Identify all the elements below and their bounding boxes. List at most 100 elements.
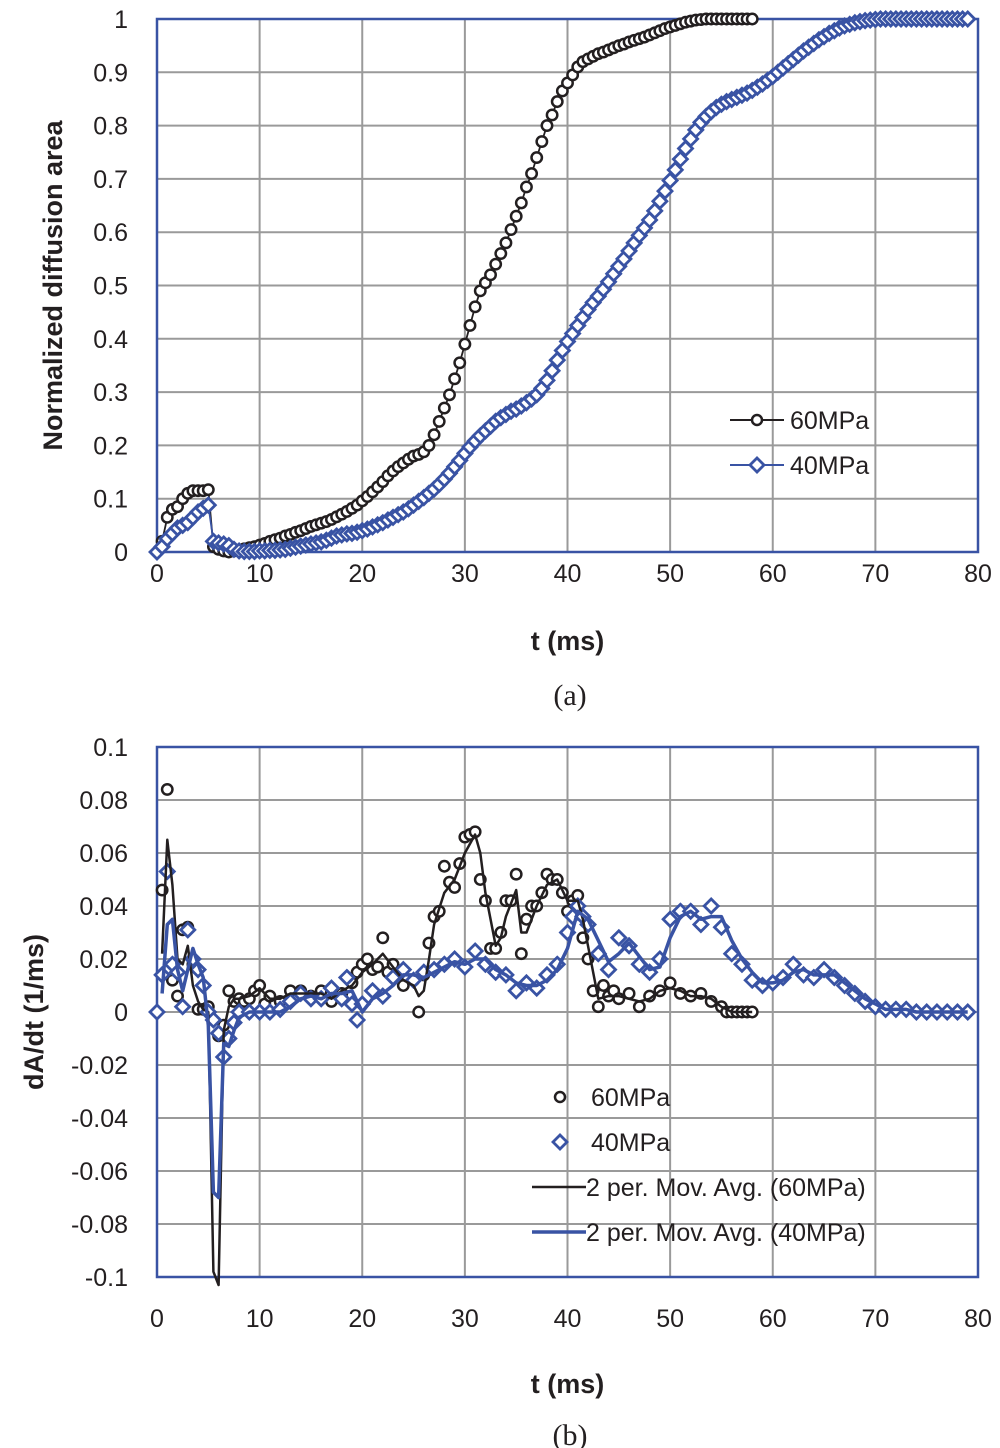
x-tick-label: 80 [964, 560, 992, 588]
series-40mpa [148, 10, 977, 561]
data-point-diamond [958, 10, 977, 28]
x-tick-label: 80 [964, 1305, 992, 1333]
data-point-circle [509, 867, 523, 881]
x-axis-title: t (ms) [531, 626, 605, 656]
y-tick-label: -0.1 [85, 1264, 128, 1292]
series-60mpa [155, 782, 759, 1043]
data-point-circle [530, 151, 544, 165]
legend-label: 40MPa [790, 452, 869, 480]
data-point-circle [499, 236, 513, 250]
x-tick-label: 70 [861, 1305, 889, 1333]
data-point-circle [520, 180, 533, 194]
chart-b: 0 10 20 30 40 50 60 70 80 -0.1 -0.08 -0.06 -0.04 -0.0… [19, 734, 992, 1448]
series-2-per-mov-avg-60mpa- [160, 833, 753, 1287]
data-layer [148, 10, 977, 561]
data-point-diamond [732, 955, 751, 974]
data-point-circle [253, 979, 267, 992]
data-point-circle [458, 337, 472, 351]
data-point-circle [443, 388, 456, 402]
data-point-circle [494, 247, 508, 260]
data-point-circle [437, 401, 451, 415]
data-point-circle [550, 95, 564, 109]
data-point-circle [201, 483, 215, 497]
x-tick-label: 0 [150, 560, 164, 588]
legend-label: 40MPa [591, 1129, 670, 1157]
y-tick-label: 0.7 [93, 166, 128, 194]
data-point-diamond [609, 928, 628, 947]
data-point-circle [509, 209, 523, 223]
x-tick-label: 30 [451, 560, 479, 588]
data-point-diamond [466, 942, 485, 961]
y-tick-label: -0.08 [71, 1211, 128, 1239]
y-tick-label: -0.06 [71, 1158, 128, 1186]
data-point-diamond [661, 910, 680, 929]
data-point-diamond [486, 963, 505, 982]
data-point-circle [437, 859, 451, 873]
data-point-circle [468, 300, 482, 314]
x-tick-label: 30 [451, 1305, 479, 1333]
x-tick-label: 60 [759, 1305, 787, 1333]
legend-circle-marker [750, 413, 764, 427]
data-point-circle [504, 223, 518, 236]
x-tick-label: 70 [861, 560, 889, 588]
y-tick-label: 0 [114, 539, 128, 567]
legend-label: 2 per. Mov. Avg. (60MPa) [586, 1174, 866, 1202]
chart-a: 0 10 20 30 40 50 60 70 80 0 0.1 0.2 0.3 0.4 0.5 0.6 0.7 0… [38, 6, 992, 712]
y-tick-label: 0.08 [79, 787, 128, 815]
y-tick-label: 0.06 [79, 840, 128, 868]
y-tick-label: 0.3 [93, 379, 128, 407]
legend-diamond-marker [551, 1133, 569, 1151]
data-point-diamond [702, 897, 721, 915]
series-2-per-mov-avg-40mpa- [160, 909, 968, 1200]
data-point-circle [514, 947, 528, 961]
data-point-circle [371, 960, 385, 974]
y-tick-label: 0.5 [93, 273, 128, 301]
x-tick-label: 0 [150, 1305, 164, 1333]
data-point-circle [222, 984, 236, 998]
legend-label: 60MPa [591, 1084, 670, 1112]
data-point-circle [448, 372, 462, 386]
data-point-circle [453, 356, 467, 370]
x-tick-label: 20 [348, 1305, 376, 1333]
legend: 60MPa 40MPa 2 per. Mov. Avg. (60MPa) 2 per.… [532, 1084, 866, 1247]
legend-item: 40MPa [551, 1129, 670, 1157]
y-axis-title: dA/dt (1/ms) [19, 934, 49, 1090]
data-point-circle [360, 952, 374, 966]
legend-item: 2 per. Mov. Avg. (60MPa) [532, 1174, 866, 1202]
moving-average-line [160, 909, 968, 1200]
x-tick-label: 40 [554, 560, 582, 588]
data-point-diamond [148, 1003, 166, 1021]
legend-label: 60MPa [790, 407, 869, 435]
panel-caption: (a) [553, 679, 586, 712]
y-tick-label: 0.2 [93, 432, 128, 460]
data-point-diamond [199, 496, 218, 515]
data-point-diamond [599, 960, 618, 979]
x-tick-label: 10 [246, 1305, 274, 1333]
x-axis-title: t (ms) [531, 1369, 605, 1399]
data-point-circle [171, 989, 184, 1003]
y-tick-label: -0.02 [71, 1052, 128, 1080]
data-point-circle [484, 268, 497, 282]
plot-area-border [155, 17, 980, 554]
x-tick-label: 40 [554, 1305, 582, 1333]
data-point-circle [525, 167, 539, 181]
data-point-circle [540, 119, 554, 133]
data-point-circle [376, 931, 390, 945]
legend-item: 60MPa [553, 1084, 670, 1112]
data-point-diamond [178, 920, 197, 939]
y-tick-label: 0.02 [79, 946, 128, 974]
x-tick-label: 50 [656, 1305, 684, 1333]
y-tick-label: 0.6 [93, 219, 128, 247]
y-tick-label: 0 [114, 999, 128, 1027]
data-point-circle [535, 135, 549, 149]
data-point-circle [422, 438, 436, 452]
data-point-circle [596, 979, 610, 992]
legend: 60MPa 40MPa [730, 407, 869, 480]
data-layer [148, 782, 977, 1287]
data-point-circle [432, 414, 446, 428]
data-point-circle [545, 108, 559, 122]
legend-diamond-marker [748, 456, 766, 474]
data-point-circle [412, 1005, 426, 1019]
legend-circle-marker [553, 1090, 567, 1104]
